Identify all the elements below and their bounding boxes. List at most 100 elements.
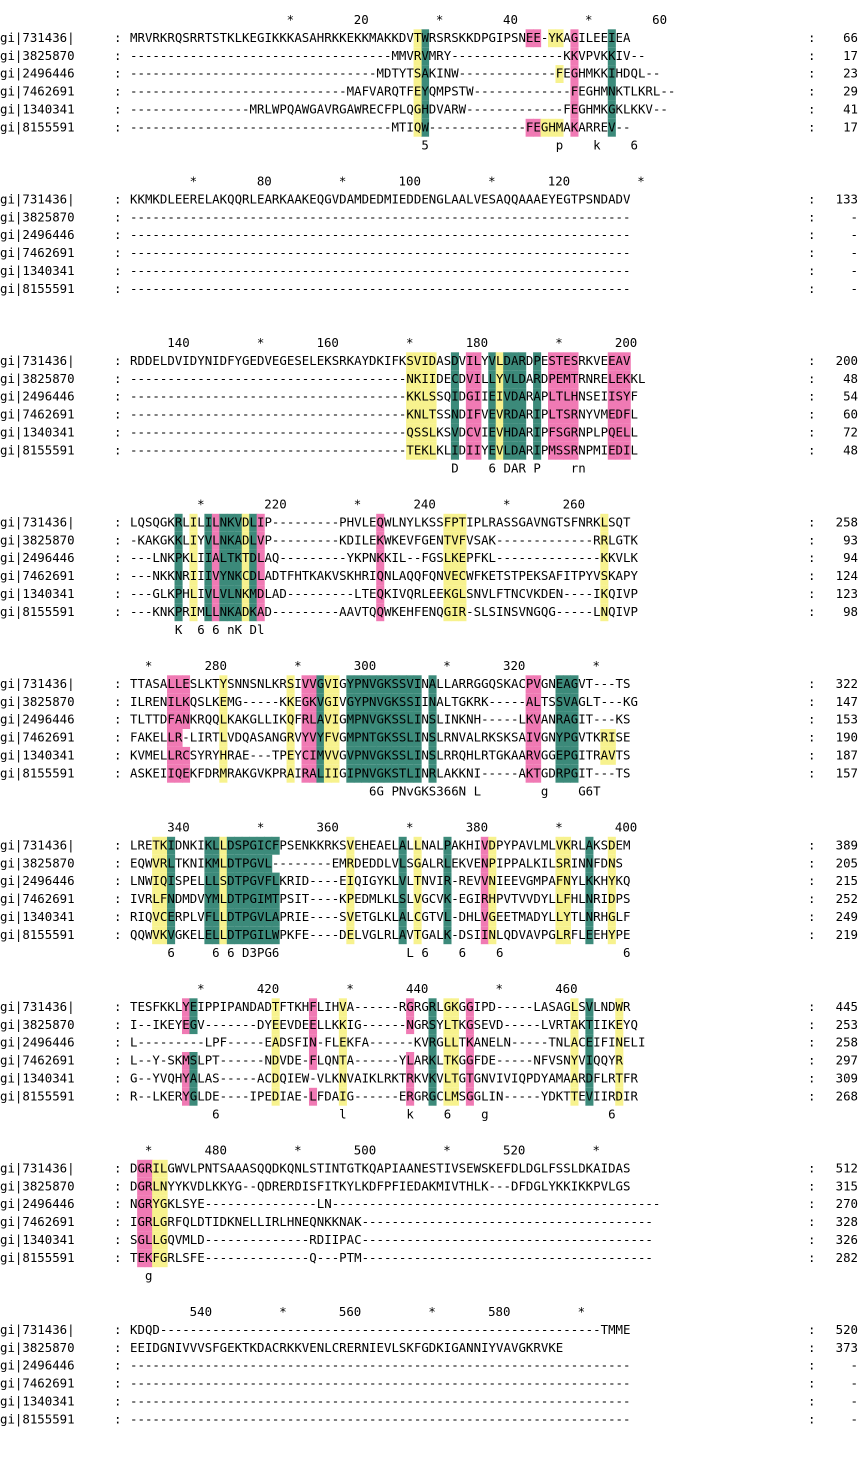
separator: : (114, 1035, 121, 1050)
conservation-highlight (301, 693, 310, 712)
conservation-highlight (316, 746, 325, 765)
conservation-highlight (152, 1231, 161, 1250)
alignment-block: * 20 * 40 * 60 gi|731436|: MRVRKRQSRRTSTK… (0, 12, 858, 152)
conservation-highlight (585, 926, 594, 945)
conservation-highlight (398, 890, 407, 909)
separator: : (808, 66, 815, 81)
conservation-highlight (585, 1034, 594, 1052)
conservation-highlight (204, 531, 213, 550)
conservation-highlight (152, 836, 161, 855)
conservation-highlight (555, 764, 564, 783)
conservation-highlight (615, 423, 624, 442)
conservation-highlight (525, 711, 534, 729)
separator: : (114, 1394, 121, 1409)
conservation-highlight (361, 711, 370, 729)
conservation-highlight (555, 352, 564, 371)
residue-count: - (851, 281, 858, 296)
conservation-highlight (301, 729, 310, 747)
conservation-highlight (308, 1034, 318, 1052)
conservation-highlight (234, 585, 243, 604)
alignment-block: * 420 * 440 * 460 gi|731436|: TESFKKLYEIPP… (0, 981, 858, 1121)
conservation-highlight (406, 764, 415, 783)
conservation-highlight (413, 890, 422, 909)
conservation-highlight (562, 872, 572, 891)
conservation-highlight (241, 854, 250, 873)
conservation-highlight (398, 729, 407, 747)
conservation-highlight (346, 836, 355, 855)
sequence-id: gi|1340341 (0, 748, 75, 763)
conservation-highlight (458, 513, 467, 532)
conservation-highlight (264, 926, 273, 945)
sequence-id: gi|8155591 (0, 281, 75, 296)
sequence-id: gi|3825870 (0, 1017, 75, 1032)
conservation-highlight (249, 513, 258, 532)
separator: : (808, 209, 815, 224)
sequence-id: gi|731436| (0, 999, 75, 1014)
separator: : (808, 568, 815, 583)
conservation-highlight (144, 1159, 153, 1178)
conservation-highlight (211, 513, 220, 532)
conservation-highlight (137, 1249, 146, 1268)
separator: : (808, 1322, 815, 1337)
conservation-highlight (503, 388, 512, 406)
conservation-highlight (376, 764, 385, 783)
conservation-highlight (271, 836, 280, 855)
sequence-residues: ----------------MRLWPQAWGAVRGAWRECFPLQGH… (130, 102, 668, 117)
conservation-highlight (249, 567, 258, 586)
conservation-highlight (249, 549, 258, 568)
conservation-highlight (376, 603, 385, 622)
conservation-highlight (585, 1052, 594, 1070)
conservation-highlight (167, 836, 176, 855)
conservation-highlight (421, 423, 430, 442)
residue-count: 252 (836, 891, 858, 906)
separator: : (114, 514, 121, 529)
conservation-highlight (346, 890, 355, 909)
conservation-highlight (615, 406, 624, 424)
sequence-residues: KKMKDLEERELAKQQRLEARKAAKEQGVDAMDEDMIEDDE… (130, 191, 631, 206)
conservation-highlight (368, 711, 377, 729)
conservation-highlight (428, 711, 437, 729)
separator: : (808, 48, 815, 63)
sequence-residues: DGRLNYYKVDLKKYG--QDRERDISFITKYLKDFPFIEDA… (130, 1178, 630, 1193)
conservation-highlight (144, 1231, 153, 1250)
sequence-residues: DGRILGWVLPNTSAAASQQDKQNLSTINTGTKQAPIAANE… (130, 1160, 630, 1175)
conservation-highlight (249, 585, 258, 604)
conservation-highlight (443, 890, 452, 909)
conservation-highlight (353, 746, 362, 765)
residue-count: 48 (843, 442, 858, 457)
conservation-highlight (301, 675, 310, 694)
residue-count: 297 (836, 1053, 858, 1068)
conservation-highlight (413, 370, 422, 389)
conservation-highlight (167, 693, 176, 712)
conservation-highlight (585, 854, 594, 873)
conservation-highlight (391, 711, 400, 729)
separator: : (808, 1411, 815, 1426)
conservation-highlight (518, 370, 527, 389)
conservation-highlight (570, 406, 579, 424)
conservation-highlight (331, 746, 340, 765)
conservation-highlight (585, 890, 594, 909)
conservation-highlight (421, 118, 430, 137)
conservation-highlight (450, 998, 459, 1017)
conservation-highlight (189, 1087, 198, 1106)
conservation-highlight (338, 1034, 347, 1052)
conservation-highlight (555, 729, 564, 747)
sequence-id: gi|7462691 (0, 84, 75, 99)
residue-count: - (851, 1411, 858, 1426)
sequence-residues: -------------------------------------QSS… (130, 425, 638, 440)
conservation-highlight (495, 441, 504, 460)
conservation-highlight (174, 513, 183, 532)
separator: : (114, 1214, 121, 1229)
separator: : (114, 371, 121, 386)
conservation-highlight (159, 1177, 168, 1196)
position-ruler: * 480 * 500 * 520 * (130, 1143, 600, 1158)
conservation-highlight (406, 998, 415, 1017)
conservation-highlight (353, 693, 362, 712)
conservation-highlight (241, 585, 250, 604)
residue-count: 17 (843, 119, 858, 134)
conservation-highlight (525, 764, 534, 783)
conservation-highlight (174, 549, 183, 568)
conservation-highlight (137, 1159, 146, 1178)
